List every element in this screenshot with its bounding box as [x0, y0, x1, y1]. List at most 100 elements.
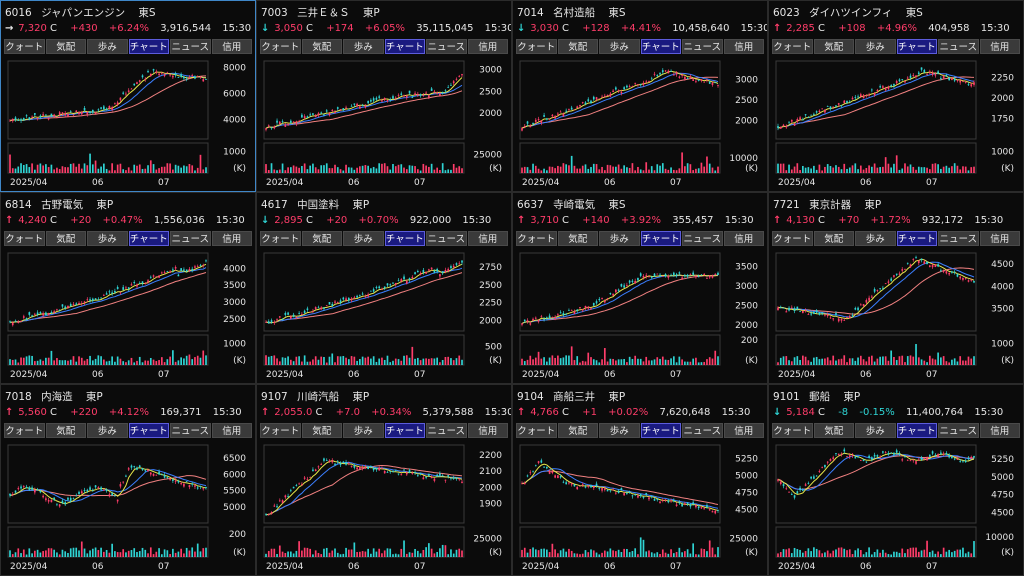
tab-chart[interactable]: チャート — [896, 39, 937, 54]
chart-area[interactable]: 8000 6000 4000 1000 (K) 2025/04 06 07 — [4, 57, 252, 187]
tab-news[interactable]: ニュース — [682, 231, 723, 246]
tab-shinyo[interactable]: 信用 — [723, 423, 764, 438]
tab-chart[interactable]: チャート — [128, 231, 169, 246]
tab-chart[interactable]: チャート — [384, 231, 425, 246]
tab-kehai[interactable]: 気配 — [301, 39, 342, 54]
tab-chart[interactable]: チャート — [384, 423, 425, 438]
stock-panel-7014[interactable]: 7014 名村造船 東S ↓ 3,030 C +128 +4.41% 10,45… — [512, 0, 768, 192]
stock-panel-4617[interactable]: 4617 中国塗料 東P ↓ 2,895 C +20 +0.70% 922,00… — [256, 192, 512, 384]
tab-shinyo[interactable]: 信用 — [979, 39, 1020, 54]
tab-ayumi[interactable]: 歩み — [87, 423, 128, 438]
stock-panel-7018[interactable]: 7018 内海造 東P ↑ 5,560 C +220 +4.12% 169,37… — [0, 384, 256, 576]
tab-chart[interactable]: チャート — [128, 39, 169, 54]
tab-ayumi[interactable]: 歩み — [343, 231, 384, 246]
tab-quote[interactable]: クォート — [772, 423, 813, 438]
tab-news[interactable]: ニュース — [938, 39, 979, 54]
stock-panel-7003[interactable]: 7003 三井Ｅ＆Ｓ 東P ↓ 3,050 C +174 +6.05% 35,1… — [256, 0, 512, 192]
tab-chart[interactable]: チャート — [640, 423, 681, 438]
tab-kehai[interactable]: 気配 — [45, 423, 86, 438]
tab-news[interactable]: ニュース — [426, 39, 467, 54]
tab-ayumi[interactable]: 歩み — [599, 39, 640, 54]
chart-area[interactable]: 4500 4000 3500 1000 (K) 2025/04 06 07 — [772, 249, 1020, 379]
volume-bar — [796, 356, 799, 365]
stock-panel-6814[interactable]: 6814 古野電気 東P ↑ 4,240 C +20 +0.47% 1,556,… — [0, 192, 256, 384]
chart-area[interactable]: 5250 5000 4750 4500 10000 (K) 2025/04 06 07 — [772, 441, 1020, 571]
tab-shinyo[interactable]: 信用 — [723, 39, 764, 54]
ma-long-line — [521, 275, 718, 324]
chart-area[interactable]: 2750 2500 2250 2000 500 (K) 2025/04 06 07 — [260, 249, 508, 379]
tab-news[interactable]: ニュース — [426, 231, 467, 246]
tab-ayumi[interactable]: 歩み — [855, 231, 896, 246]
tab-kehai[interactable]: 気配 — [45, 39, 86, 54]
chart-area[interactable]: 2250 2000 1750 1000 (K) 2025/04 06 07 — [772, 57, 1020, 187]
stock-panel-6016[interactable]: 6016 ジャパンエンジン 東S → 7,320 C +430 +6.24% 3… — [0, 0, 256, 192]
chart-area[interactable]: 5250 5000 4750 4500 25000 (K) 2025/04 06 07 — [516, 441, 764, 571]
tab-shinyo[interactable]: 信用 — [467, 39, 508, 54]
tab-news[interactable]: ニュース — [426, 423, 467, 438]
tab-ayumi[interactable]: 歩み — [343, 423, 384, 438]
tab-kehai[interactable]: 気配 — [813, 39, 854, 54]
tab-shinyo[interactable]: 信用 — [979, 231, 1020, 246]
tab-news[interactable]: ニュース — [938, 231, 979, 246]
stock-panel-9107[interactable]: 9107 川崎汽船 東P ↑ 2,055.0 C +7.0 +0.34% 5,3… — [256, 384, 512, 576]
tab-kehai[interactable]: 気配 — [557, 423, 598, 438]
tab-ayumi[interactable]: 歩み — [343, 39, 384, 54]
tab-chart[interactable]: チャート — [896, 231, 937, 246]
tab-quote[interactable]: クォート — [4, 39, 45, 54]
tab-kehai[interactable]: 気配 — [301, 231, 342, 246]
tab-chart[interactable]: チャート — [640, 39, 681, 54]
chart-area[interactable]: 4000 3500 3000 2500 1000 (K) 2025/04 06 07 — [4, 249, 252, 379]
tab-chart[interactable]: チャート — [640, 231, 681, 246]
tab-kehai[interactable]: 気配 — [813, 423, 854, 438]
tab-kehai[interactable]: 気配 — [557, 39, 598, 54]
tab-shinyo[interactable]: 信用 — [467, 423, 508, 438]
tab-ayumi[interactable]: 歩み — [599, 423, 640, 438]
tab-kehai[interactable]: 気配 — [813, 231, 854, 246]
stock-panel-9101[interactable]: 9101 郵船 東P ↓ 5,184 C -8 -0.15% 11,400,76… — [768, 384, 1024, 576]
tab-ayumi[interactable]: 歩み — [855, 423, 896, 438]
tab-quote[interactable]: クォート — [260, 231, 301, 246]
stock-panel-9104[interactable]: 9104 商船三井 東P ↑ 4,766 C +1 +0.02% 7,620,6… — [512, 384, 768, 576]
tab-quote[interactable]: クォート — [516, 39, 557, 54]
chart-area[interactable]: 2200 2100 2000 1900 25000 (K) 2025/04 06 07 — [260, 441, 508, 571]
tab-quote[interactable]: クォート — [4, 423, 45, 438]
tab-chart[interactable]: チャート — [384, 39, 425, 54]
tab-news[interactable]: ニュース — [938, 423, 979, 438]
tab-quote[interactable]: クォート — [516, 423, 557, 438]
chart-area[interactable]: 6500 6000 5500 5000 200 (K) 2025/04 06 07 — [4, 441, 252, 571]
tab-shinyo[interactable]: 信用 — [723, 231, 764, 246]
chart-area[interactable]: 3000 2500 2000 25000 (K) 2025/04 06 07 — [260, 57, 508, 187]
tab-news[interactable]: ニュース — [170, 231, 211, 246]
tab-ayumi[interactable]: 歩み — [87, 231, 128, 246]
tab-news[interactable]: ニュース — [682, 39, 723, 54]
stock-panel-6637[interactable]: 6637 寺崎電気 東S ↑ 3,710 C +140 +3.92% 355,4… — [512, 192, 768, 384]
tab-shinyo[interactable]: 信用 — [211, 39, 252, 54]
tab-news[interactable]: ニュース — [170, 423, 211, 438]
chart-area[interactable]: 3000 2500 2000 10000 (K) 2025/04 06 07 — [516, 57, 764, 187]
tab-kehai[interactable]: 気配 — [301, 423, 342, 438]
tab-shinyo[interactable]: 信用 — [211, 231, 252, 246]
tab-kehai[interactable]: 気配 — [45, 231, 86, 246]
volume-bar — [97, 168, 100, 173]
tab-shinyo[interactable]: 信用 — [979, 423, 1020, 438]
tab-kehai[interactable]: 気配 — [557, 231, 598, 246]
tab-news[interactable]: ニュース — [170, 39, 211, 54]
stock-panel-7721[interactable]: 7721 東京計器 東P ↑ 4,130 C +70 +1.72% 932,17… — [768, 192, 1024, 384]
tab-quote[interactable]: クォート — [260, 423, 301, 438]
tab-chart[interactable]: チャート — [128, 423, 169, 438]
tab-ayumi[interactable]: 歩み — [87, 39, 128, 54]
volume-bar — [579, 362, 581, 365]
tab-shinyo[interactable]: 信用 — [467, 231, 508, 246]
tab-quote[interactable]: クォート — [516, 231, 557, 246]
tab-shinyo[interactable]: 信用 — [211, 423, 252, 438]
tab-news[interactable]: ニュース — [682, 423, 723, 438]
tab-quote[interactable]: クォート — [260, 39, 301, 54]
tab-quote[interactable]: クォート — [772, 231, 813, 246]
chart-area[interactable]: 3500 3000 2500 2000 200 (K) 2025/04 06 07 — [516, 249, 764, 379]
tab-chart[interactable]: チャート — [896, 423, 937, 438]
stock-panel-6023[interactable]: 6023 ダイハツインフィ 東S ↑ 2,285 C +108 +4.96% 4… — [768, 0, 1024, 192]
tab-quote[interactable]: クォート — [772, 39, 813, 54]
tab-ayumi[interactable]: 歩み — [855, 39, 896, 54]
tab-quote[interactable]: クォート — [4, 231, 45, 246]
tab-ayumi[interactable]: 歩み — [599, 231, 640, 246]
